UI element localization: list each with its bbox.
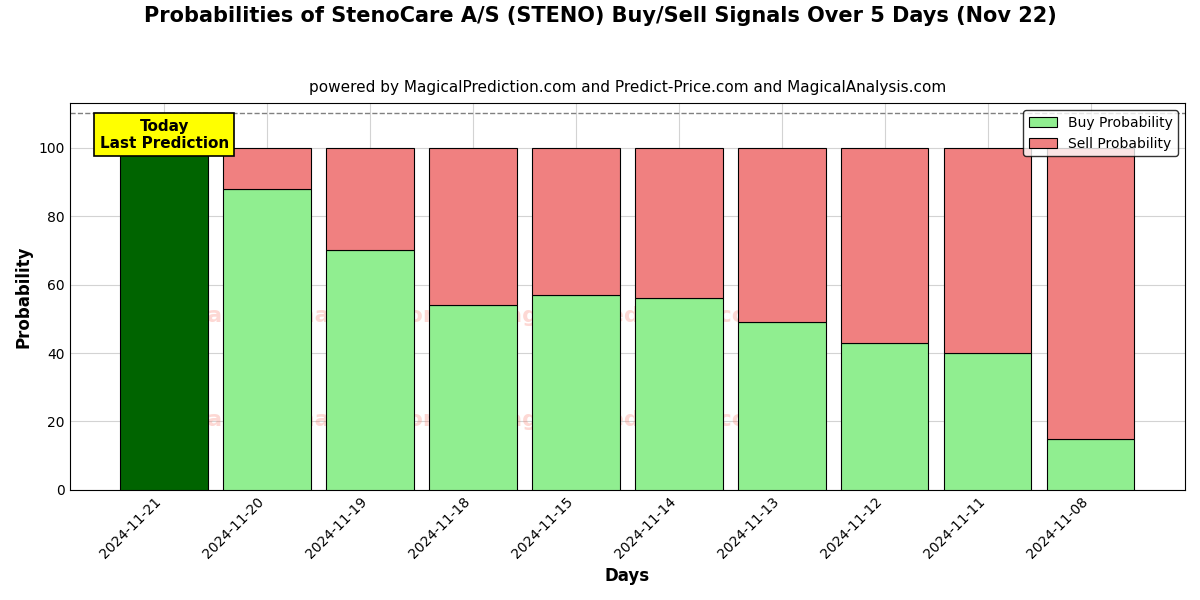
Bar xyxy=(326,148,414,250)
Bar xyxy=(944,148,1031,353)
Bar xyxy=(120,148,208,490)
Y-axis label: Probability: Probability xyxy=(14,245,34,348)
Bar xyxy=(223,148,311,188)
Legend: Buy Probability, Sell Probability: Buy Probability, Sell Probability xyxy=(1024,110,1178,156)
X-axis label: Days: Days xyxy=(605,567,650,585)
Bar xyxy=(944,353,1031,490)
Text: Today
Last Prediction: Today Last Prediction xyxy=(100,119,229,151)
Bar xyxy=(430,305,517,490)
Text: MagicalPrediction.com: MagicalPrediction.com xyxy=(485,410,770,430)
Text: MagicalAnalysis.com: MagicalAnalysis.com xyxy=(185,410,445,430)
Bar xyxy=(738,322,826,490)
Bar xyxy=(841,343,929,490)
Bar xyxy=(223,188,311,490)
Bar xyxy=(738,148,826,322)
Bar xyxy=(1046,148,1134,439)
Bar xyxy=(841,148,929,343)
Text: Probabilities of StenoCare A/S (STENO) Buy/Sell Signals Over 5 Days (Nov 22): Probabilities of StenoCare A/S (STENO) B… xyxy=(144,6,1056,26)
Bar xyxy=(1046,439,1134,490)
Text: MagicalAnalysis.com: MagicalAnalysis.com xyxy=(185,306,445,326)
Bar xyxy=(326,250,414,490)
Bar xyxy=(635,298,722,490)
Bar xyxy=(532,295,619,490)
Bar xyxy=(532,148,619,295)
Text: MagicalPrediction.com: MagicalPrediction.com xyxy=(485,306,770,326)
Bar xyxy=(635,148,722,298)
Bar xyxy=(430,148,517,305)
Title: powered by MagicalPrediction.com and Predict-Price.com and MagicalAnalysis.com: powered by MagicalPrediction.com and Pre… xyxy=(308,80,946,95)
